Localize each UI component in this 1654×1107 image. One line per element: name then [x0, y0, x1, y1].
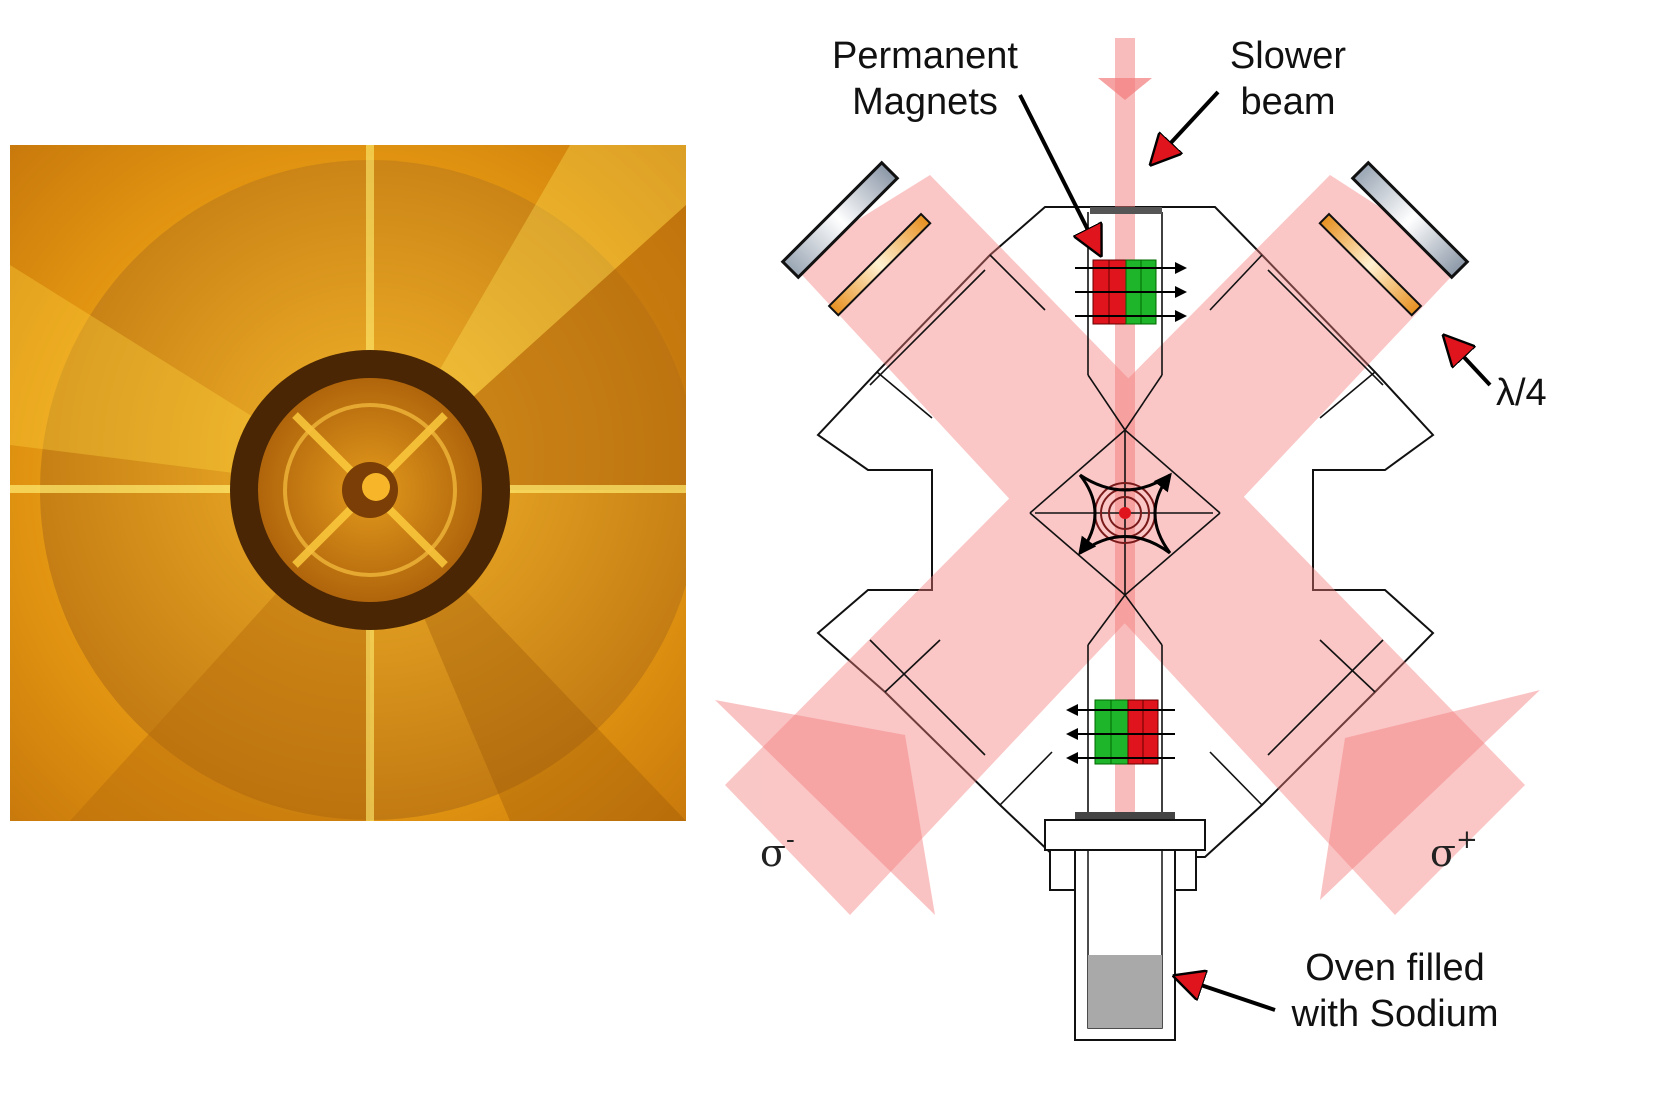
label-slower-beam-line1: Slower — [1229, 35, 1347, 77]
mirror-right — [1350, 160, 1470, 280]
mot-diagram — [715, 38, 1540, 1041]
label-sigma-plus: σ+ — [1430, 825, 1478, 875]
sigma-plus-beam-cone — [1320, 690, 1540, 900]
upper-permanent-magnets — [1075, 259, 1187, 325]
sigma-minus-base: σ — [760, 831, 786, 875]
waveplate-pointer-arrow — [1448, 340, 1492, 387]
label-slower-beam-line2: beam — [1240, 81, 1336, 123]
slower-beam-arrow — [1098, 78, 1152, 100]
label-permanent-magnets: Permanent Magnets — [805, 33, 1045, 125]
label-oven-line2: with Sodium — [1291, 993, 1499, 1035]
label-oven: Oven filled with Sodium — [1265, 945, 1525, 1037]
trap-center — [1078, 472, 1172, 556]
sodium-fill — [1088, 955, 1162, 1028]
waveplate-left — [827, 212, 932, 317]
label-permanent-magnets-line1: Permanent — [832, 35, 1018, 77]
lower-permanent-magnets — [1066, 699, 1175, 765]
sigma-minus-sup: - — [785, 825, 795, 855]
slower-beam-pointer-arrow — [1155, 90, 1220, 160]
top-flange — [1090, 207, 1162, 214]
mirror-left — [780, 160, 900, 280]
label-oven-line1: Oven filled — [1305, 947, 1485, 989]
label-lambda-quarter: λ/4 — [1496, 372, 1547, 414]
waveplate-right — [1318, 212, 1423, 317]
oven-pointer-arrow — [1180, 978, 1276, 1012]
label-sigma-minus: σ- — [760, 825, 795, 875]
magnets-pointer-arrow — [1018, 94, 1098, 250]
label-slower-beam: Slower beam — [1198, 33, 1378, 125]
oven-mount — [1044, 819, 1206, 851]
label-permanent-magnets-line2: Magnets — [852, 81, 998, 123]
sigma-plus-sup: + — [1455, 825, 1478, 855]
bottom-flange — [1075, 812, 1175, 820]
chamber-photo — [10, 145, 686, 821]
bolt-left — [1049, 849, 1077, 891]
sigma-minus-beam-cone — [715, 700, 935, 915]
sigma-plus-base: σ — [1430, 831, 1456, 875]
